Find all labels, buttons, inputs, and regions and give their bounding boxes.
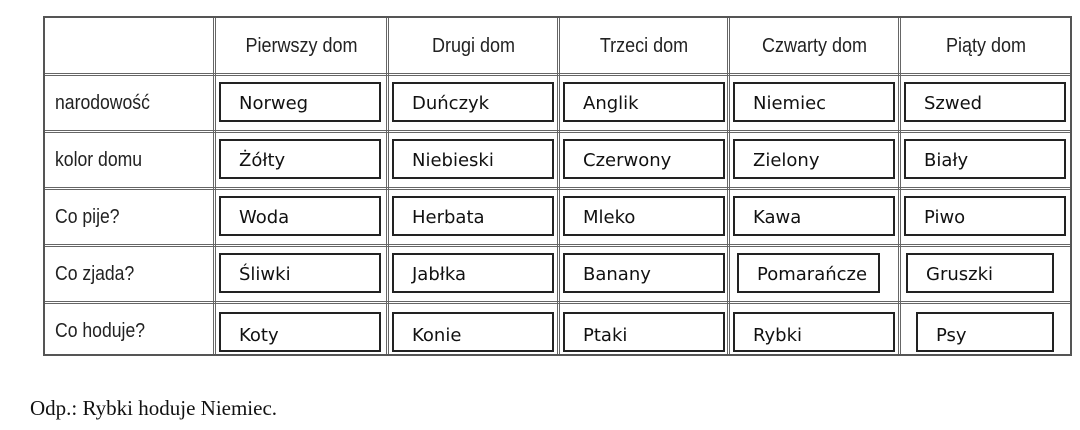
column-header: Drugi dom [431,35,516,57]
column-divider [213,18,216,354]
column-header: Pierwszy dom [245,35,358,57]
column-header: Piąty dom [945,35,1027,57]
answer-box[interactable]: Zielony [733,139,895,179]
answer-box[interactable]: Gruszki [906,253,1054,293]
answer-box[interactable]: Banany [563,253,725,293]
answer-box[interactable]: Niemiec [733,82,895,122]
answer-box[interactable]: Koty [219,312,381,352]
answer-box[interactable]: Śliwki [219,253,381,293]
column-header: Trzeci dom [599,35,689,57]
column-divider [898,18,901,354]
answer-box[interactable]: Mleko [563,196,725,236]
answer-box[interactable]: Niebieski [392,139,554,179]
answer-box[interactable]: Szwed [904,82,1066,122]
answer-box[interactable]: Czerwony [563,139,725,179]
answer-box[interactable]: Rybki [733,312,895,352]
answer-box[interactable]: Norweg [219,82,381,122]
answer-box[interactable]: Konie [392,312,554,352]
row-label: narodowość [55,92,150,114]
answer-box[interactable]: Biały [904,139,1066,179]
answer-box[interactable]: Pomarańcze [737,253,880,293]
row-label: Co hoduje? [55,320,146,342]
row-label: Co pije? [55,206,120,228]
row-divider [45,244,1070,247]
row-label: kolor domu [55,149,143,171]
answer-box[interactable]: Anglik [563,82,725,122]
answer-text: Odp.: Rybki hoduje Niemiec. [30,396,278,420]
row-label: Co zjada? [55,263,135,285]
column-divider [386,18,389,354]
column-divider [557,18,560,354]
answer-box[interactable]: Psy [916,312,1054,352]
answer-box[interactable]: Żółty [219,139,381,179]
column-header: Czwarty dom [761,35,868,57]
answer-box[interactable]: Herbata [392,196,554,236]
row-divider [45,187,1070,190]
answer-box[interactable]: Woda [219,196,381,236]
answer-box[interactable]: Kawa [733,196,895,236]
answer-box[interactable]: Duńczyk [392,82,554,122]
answer-box[interactable]: Jabłka [392,253,554,293]
answer-box[interactable]: Piwo [904,196,1066,236]
row-divider [45,301,1070,304]
puzzle-table: Pierwszy dom Drugi dom Trzeci dom Czwarty d… [43,16,1072,356]
column-divider [727,18,730,354]
answer-box[interactable]: Ptaki [563,312,725,352]
